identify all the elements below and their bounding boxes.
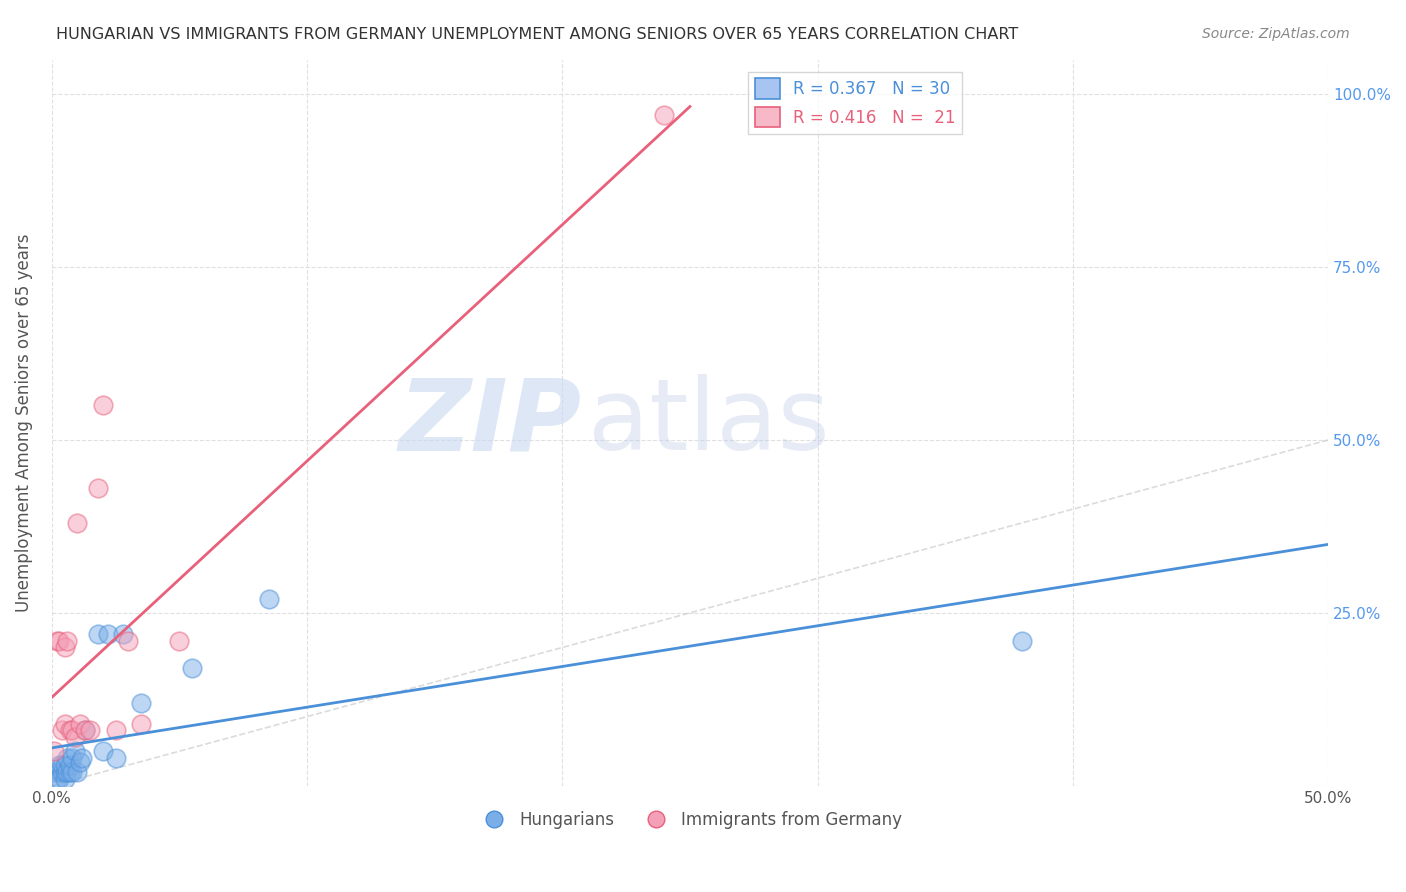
Point xyxy=(45,772,67,786)
Point xyxy=(51,723,73,738)
Point xyxy=(112,626,135,640)
Point xyxy=(60,723,83,738)
Point xyxy=(129,716,152,731)
Point xyxy=(104,723,127,738)
Point xyxy=(60,751,83,765)
Point xyxy=(63,744,86,758)
Point xyxy=(53,640,76,655)
Point xyxy=(53,758,76,772)
Point xyxy=(56,764,79,779)
Point xyxy=(51,764,73,779)
Point xyxy=(104,751,127,765)
Point xyxy=(53,716,76,731)
Point xyxy=(73,723,96,738)
Point xyxy=(86,626,108,640)
Point xyxy=(45,633,67,648)
Y-axis label: Unemployment Among Seniors over 65 years: Unemployment Among Seniors over 65 years xyxy=(15,234,32,612)
Point xyxy=(59,758,82,772)
Point xyxy=(181,661,204,675)
Legend: Hungarians, Immigrants from Germany: Hungarians, Immigrants from Germany xyxy=(471,805,908,836)
Point xyxy=(73,723,96,738)
Point xyxy=(44,764,66,779)
Point xyxy=(51,758,73,772)
Point xyxy=(59,764,82,779)
Point xyxy=(69,716,91,731)
Point xyxy=(48,772,70,786)
Text: Source: ZipAtlas.com: Source: ZipAtlas.com xyxy=(1202,27,1350,41)
Point xyxy=(257,592,280,607)
Point xyxy=(48,758,70,772)
Point xyxy=(91,398,114,412)
Point xyxy=(60,764,83,779)
Point xyxy=(66,764,89,779)
Point xyxy=(44,744,66,758)
Point xyxy=(69,755,91,769)
Point xyxy=(63,731,86,745)
Point xyxy=(117,633,139,648)
Point xyxy=(72,751,94,765)
Point xyxy=(56,633,79,648)
Point xyxy=(53,764,76,779)
Point xyxy=(48,764,70,779)
Point xyxy=(91,744,114,758)
Point xyxy=(79,723,101,738)
Point xyxy=(1011,633,1033,648)
Point xyxy=(169,633,191,648)
Point xyxy=(86,482,108,496)
Point xyxy=(48,633,70,648)
Point xyxy=(129,696,152,710)
Point xyxy=(97,626,120,640)
Point xyxy=(66,516,89,530)
Point xyxy=(53,772,76,786)
Point xyxy=(59,723,82,738)
Text: ZIP: ZIP xyxy=(398,374,582,471)
Point xyxy=(654,108,676,122)
Text: HUNGARIAN VS IMMIGRANTS FROM GERMANY UNEMPLOYMENT AMONG SENIORS OVER 65 YEARS CO: HUNGARIAN VS IMMIGRANTS FROM GERMANY UNE… xyxy=(56,27,1018,42)
Point xyxy=(56,751,79,765)
Text: atlas: atlas xyxy=(588,374,830,471)
